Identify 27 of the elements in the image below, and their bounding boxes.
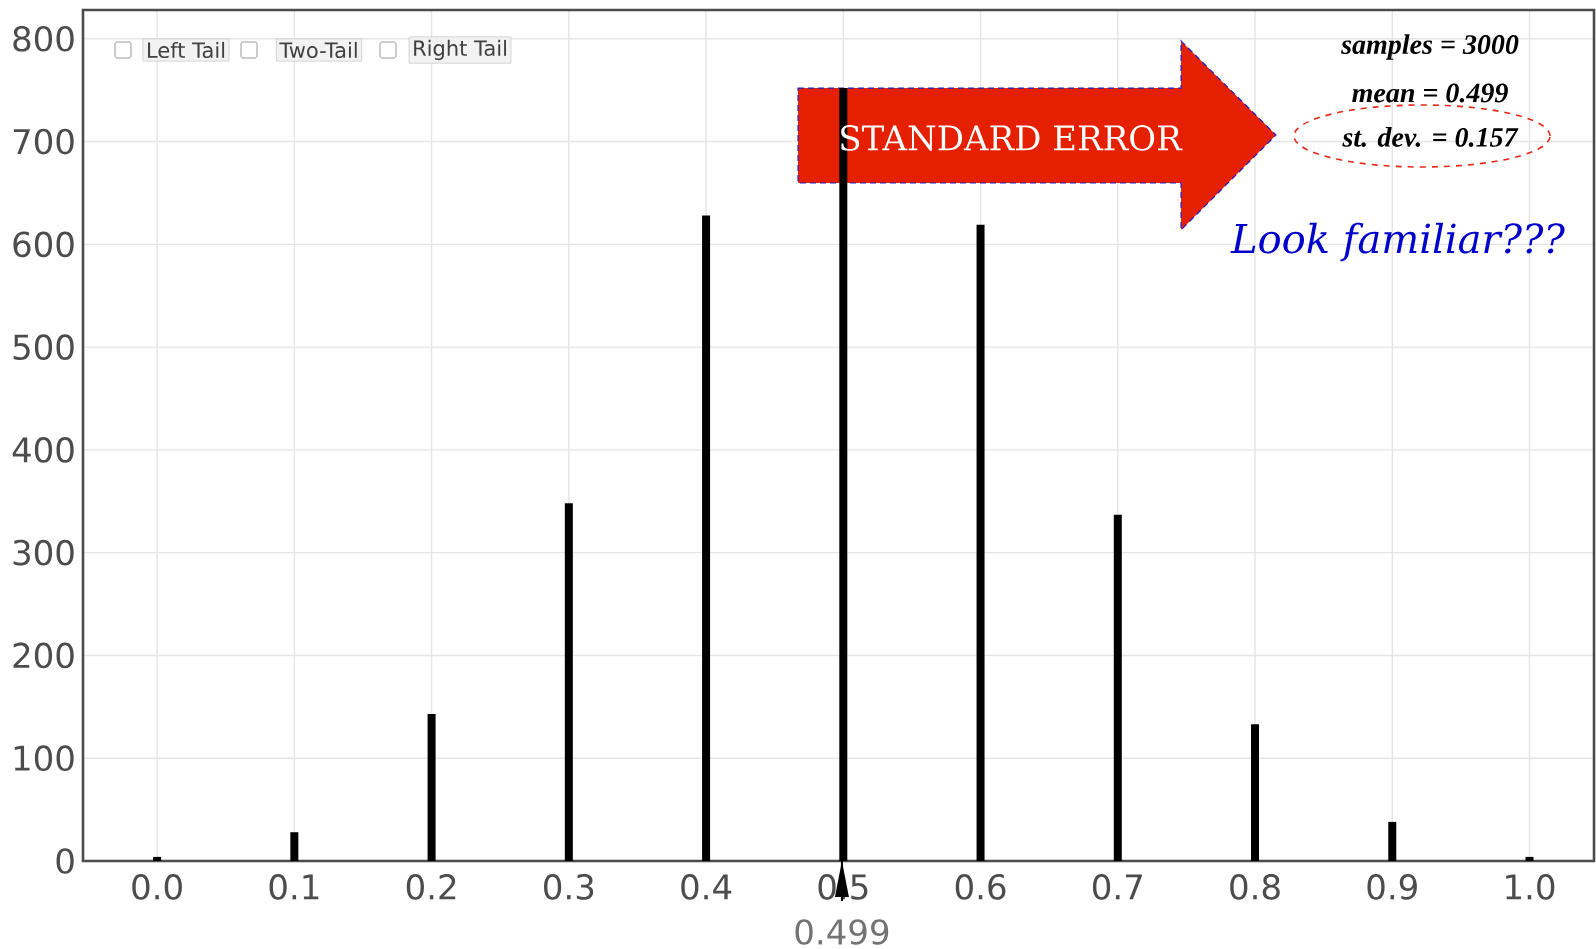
- y-tick-label: 0: [56, 848, 74, 874]
- y-tick-label: 500: [13, 334, 74, 360]
- x-tick-label: 0.8: [1230, 874, 1280, 900]
- x-tick-label: 0.7: [1092, 874, 1142, 900]
- y-tick-label: 600: [13, 231, 74, 258]
- x-tick-label: 0.6: [955, 874, 1006, 900]
- y-tick-label: 400: [12, 437, 74, 463]
- y-tick-label: 700: [13, 128, 74, 155]
- y-tick-label: 800: [13, 25, 74, 52]
- x-tick-label: 1.0: [1506, 874, 1555, 900]
- y-tick-label: 200: [13, 642, 74, 669]
- x-tick-label: 0.4: [681, 874, 732, 900]
- x-tick-label: 0.2: [406, 874, 456, 900]
- y-tick-label: 100: [14, 745, 74, 772]
- annotation: Left Tail: [148, 41, 225, 59]
- annotation: st. dev. = 0.157: [1342, 127, 1519, 147]
- annotation: Two-Tail: [279, 41, 357, 59]
- y-tick-label: 300: [13, 539, 74, 566]
- ref-line-label: 0.499: [795, 919, 889, 945]
- x-tick-label: 0.9: [1367, 874, 1417, 900]
- annotation: Right Tail: [414, 39, 506, 61]
- x-tick-label: 0.1: [269, 874, 319, 900]
- x-tick-label: 0.0: [132, 874, 182, 900]
- annotation: Look familiar???: [1230, 222, 1565, 262]
- x-tick-label: 0.3: [544, 874, 594, 900]
- annotation: mean = 0.499: [1352, 83, 1508, 103]
- annotation: samples = 3000: [1340, 34, 1519, 60]
